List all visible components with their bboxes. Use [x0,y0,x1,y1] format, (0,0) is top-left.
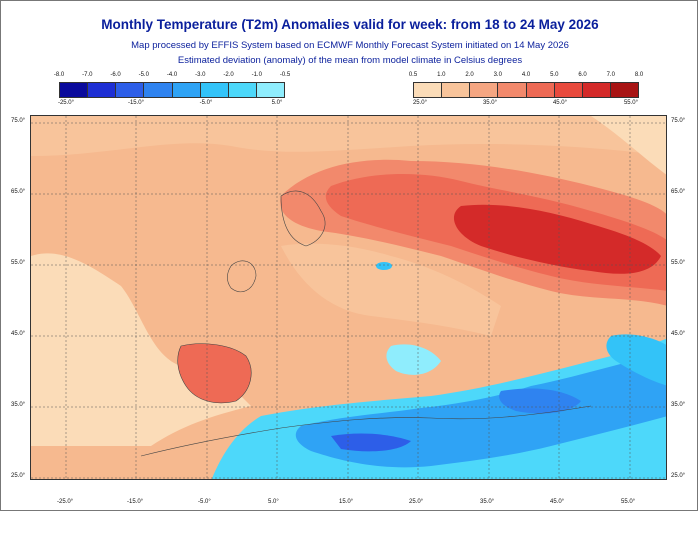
legend-value-label: -4.0 [166,72,178,78]
legend-value-label: 3.0 [493,72,502,78]
latitude-label-right: 25.0° [671,473,686,479]
anomaly-zone-cold-baltic-spot [376,262,392,270]
legend-value-label: -5.0 [138,72,149,78]
legend-value-label: -6.0 [110,72,121,78]
legend-value-label: -1.0 [251,72,262,78]
coastline-north-africa [140,405,592,457]
legend-warm: 0.5 1.0 2.0 3.0 4.0 5.0 6.0 7.0 8.0 25.0° 35.0° 45… [409,72,643,108]
longitude-label: 25.0° [409,499,424,505]
longitude-label: -25.0° [57,499,74,505]
legend-longitude-label: -15.0° [127,100,145,106]
warm-swatch [582,83,611,97]
longitude-label: 45.0° [550,499,565,505]
cold-swatch [88,83,117,97]
longitude-label: 5.0° [268,499,279,505]
legend-longitude-label: 25.0° [412,100,428,106]
latitude-label-right: 65.0° [671,189,686,195]
legend-value-label: 0.5 [408,72,418,78]
cold-swatch [256,83,284,97]
longitude-label: -15.0° [127,499,144,505]
latitude-label-left: 25.0° [11,473,26,479]
legend-warm-ticks: 25.0° 35.0° 45.0° 55.0° [413,98,639,108]
anomaly-zone-cool-caspian [606,334,666,386]
warm-swatch [414,83,443,97]
longitude-label: 15.0° [339,499,354,505]
longitude-label: 55.0° [621,499,636,505]
legend-value-label: 5.0 [550,72,559,78]
latitude-label-right: 35.0° [671,402,686,408]
legend-value-label: -0.5 [279,72,291,78]
warm-swatch [554,83,583,97]
legend-longitude-label: 45.0° [552,100,568,106]
latitude-label-right: 55.0° [671,260,686,266]
legend-longitude-label: 35.0° [482,100,498,106]
legend-longitude-label: 5.0° [271,100,283,106]
warm-swatch [470,83,499,97]
legend-value-label: 8.0 [634,72,644,78]
legend-longitude-label: -25.0° [57,100,75,106]
anomaly-zone-north [31,116,666,156]
longitude-label: -5.0° [198,499,211,505]
warm-swatch [526,83,555,97]
latitude-label-left: 45.0° [11,331,26,337]
coastline-britain [226,260,257,292]
cold-swatch [228,83,257,97]
latitude-label-left: 55.0° [11,260,26,266]
legend-value-label: -8.0 [53,72,65,78]
latitude-label-left: 75.0° [11,118,26,124]
cold-swatch [172,83,201,97]
anomaly-zone-pale-atlantic [31,253,251,446]
coastline-scandinavia [280,190,326,247]
legend-cold-labels: -8.0 -7.0 -6.0 -5.0 -4.0 -3.0 -2.0 -1.0 -0.5 [54,72,290,82]
map-title: Monthly Temperature (T2m) Anomalies vali… [101,17,599,32]
anomaly-zone-warm-iberia [177,343,252,403]
legend-value-label: 1.0 [437,72,446,78]
figure-frame [0,0,698,511]
anomaly-zone-cool-balkans [386,344,441,375]
legend-cold: -8.0 -7.0 -6.0 -5.0 -4.0 -3.0 -2.0 -1.0 -0.5 -25… [54,72,290,108]
legend-value-label: 7.0 [606,72,615,78]
cold-swatch [200,83,229,97]
cold-swatch [116,83,145,97]
legend-value-label: -3.0 [195,72,206,78]
anomaly-zone-central-europe [281,243,501,336]
legend-longitude-label: 55.0° [623,100,639,106]
warm-swatch [498,83,527,97]
legend-cold-ticks: -25.0° -15.0° -5.0° 5.0° [57,98,285,108]
warm-swatch [442,83,471,97]
latitude-label-left: 65.0° [11,189,26,195]
legend-warm-labels: 0.5 1.0 2.0 3.0 4.0 5.0 6.0 7.0 8.0 [409,72,643,82]
anomaly-map [30,115,667,480]
legend-longitude-label: -5.0° [199,100,213,106]
legend-value-label: 2.0 [465,72,474,78]
map-graticule [31,116,666,479]
anomaly-map-svg [31,116,666,479]
legend-cold-bar [59,82,285,98]
longitude-label: 35.0° [480,499,495,505]
legend-value-label: 6.0 [578,72,587,78]
cold-swatch [60,83,89,97]
coastline-iberia [177,343,252,404]
legend-value-label: -2.0 [223,72,234,78]
warm-swatch [610,83,638,97]
latitude-label-right: 45.0° [671,331,686,337]
latitude-label-right: 75.0° [671,118,686,124]
cold-swatch [144,83,173,97]
anomaly-zone-colder-sahara [331,433,411,452]
legend-warm-bar [413,82,639,98]
legend-value-label: -7.0 [82,72,93,78]
anomaly-zone-pale-arctic [591,116,666,175]
legend-value-label: 4.0 [521,72,531,78]
anomaly-zone-cold-middle-east [499,388,581,414]
map-description: Estimated deviation (anomaly) of the mea… [177,55,523,66]
map-subtitle: Map processed by EFFIS System based on E… [131,40,569,51]
anomaly-zone-hot-russia [453,204,661,274]
latitude-label-left: 35.0° [11,402,26,408]
